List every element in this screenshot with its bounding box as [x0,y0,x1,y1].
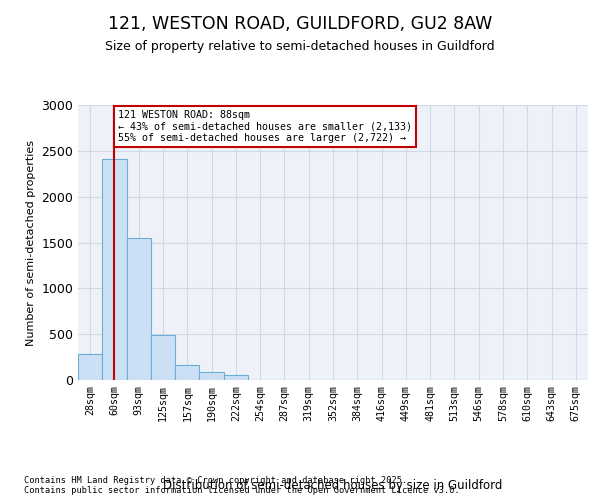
Text: 121, WESTON ROAD, GUILDFORD, GU2 8AW: 121, WESTON ROAD, GUILDFORD, GU2 8AW [108,15,492,33]
Text: Size of property relative to semi-detached houses in Guildford: Size of property relative to semi-detach… [105,40,495,53]
Bar [151,335,175,380]
Bar [175,366,199,380]
Bar [127,238,151,380]
Y-axis label: Number of semi-detached properties: Number of semi-detached properties [26,140,36,346]
Bar [199,372,224,380]
Bar [224,376,248,380]
Bar [78,354,102,380]
Text: 121 WESTON ROAD: 88sqm
← 43% of semi-detached houses are smaller (2,133)
55% of : 121 WESTON ROAD: 88sqm ← 43% of semi-det… [118,110,412,143]
Text: Contains HM Land Registry data © Crown copyright and database right 2025.
Contai: Contains HM Land Registry data © Crown c… [24,476,460,495]
Bar [102,159,127,380]
X-axis label: Distribution of semi-detached houses by size in Guildford: Distribution of semi-detached houses by … [163,479,503,492]
